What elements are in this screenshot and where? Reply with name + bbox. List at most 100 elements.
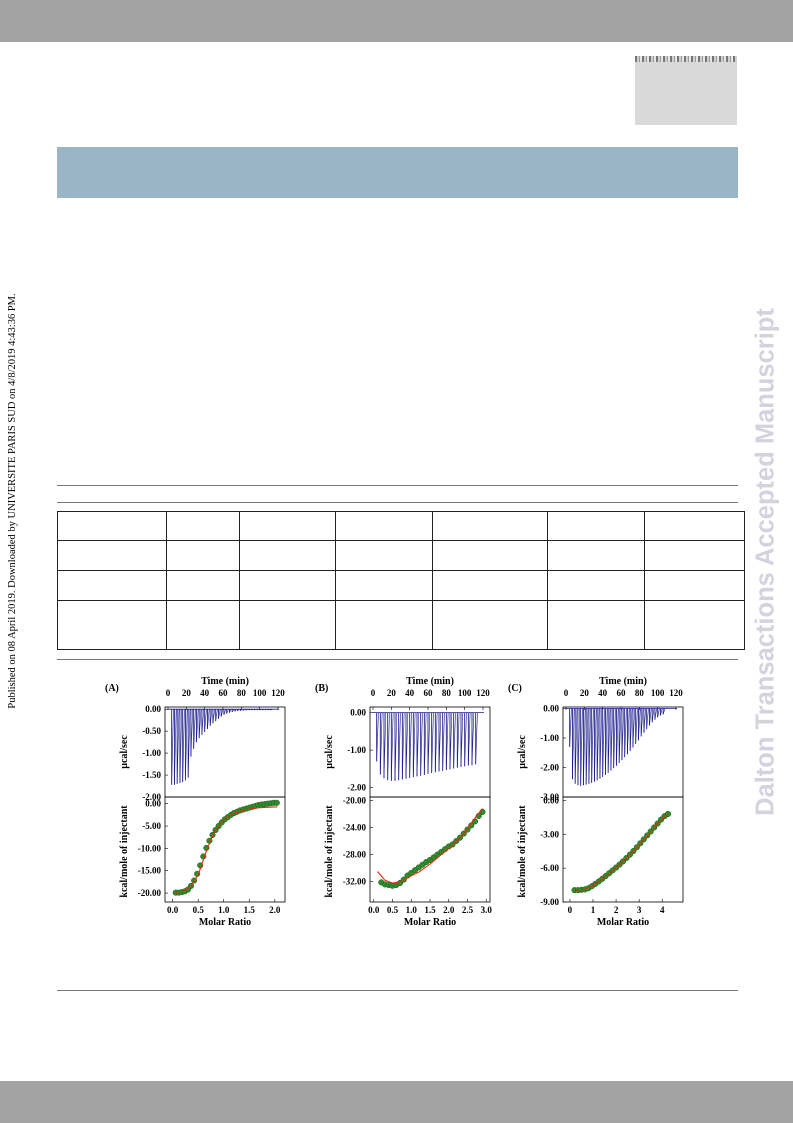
fit-curve — [377, 808, 483, 884]
top-y-tick-label: -2.00 — [347, 783, 366, 793]
table-cell — [432, 540, 548, 571]
injection-peak-tail — [182, 709, 185, 783]
bottom-y-tick-label: -24.00 — [343, 822, 367, 832]
bottom-y-axis-title: kcal/mole of injectant — [517, 805, 528, 898]
injection-peak-tail — [431, 712, 434, 774]
injection-peak-tail — [176, 709, 180, 784]
journal-vertical-title: Dalton Transactions Accepted Manuscript — [751, 308, 780, 816]
table-cell — [644, 511, 745, 541]
top-tick-label: 60 — [617, 688, 627, 698]
panel-label: (C) — [508, 683, 522, 694]
injection-peak-tail — [223, 709, 227, 715]
rule-table-bottom — [57, 659, 738, 660]
injection-peak-tail — [394, 712, 398, 781]
top-y-tick-label: -0.50 — [142, 726, 161, 736]
journal-logo-placeholder — [635, 56, 737, 125]
top-y-axis-title: µcal/sec — [324, 735, 335, 769]
injection-peak-tail — [185, 709, 188, 781]
bottom-x-tick-label: 2.5 — [462, 905, 474, 915]
injection-peak-tail — [640, 708, 644, 737]
data-point — [273, 799, 280, 806]
injection-peak-tail — [193, 709, 196, 749]
top-tick-label: 20 — [182, 688, 192, 698]
injection-peak-tail — [171, 709, 174, 785]
table-cell — [644, 600, 745, 650]
itc-figure: (A) Time (min) 0 20 40 60 80 100 120 0.00 -0.50 -1.… — [100, 670, 700, 937]
injection-peak-tail — [190, 709, 194, 757]
bottom-y-tick-label: -32.00 — [343, 877, 367, 887]
table-cell — [166, 570, 240, 601]
table-cell — [432, 570, 548, 601]
injection-peak-tail — [380, 712, 383, 775]
injection-peak-tail — [638, 708, 641, 741]
bottom-y-tick-label: -10.00 — [138, 843, 162, 853]
injection-peak-tail — [242, 708, 246, 711]
table-cell — [57, 570, 167, 601]
injection-peak-tail — [209, 709, 213, 726]
injection-peak-tail — [577, 708, 581, 786]
top-tick-label: 60 — [424, 688, 434, 698]
bottom-axis-title: Molar Ratio — [404, 917, 456, 928]
injection-peak-tail — [591, 708, 594, 783]
top-axis-title: Time (min) — [406, 676, 454, 687]
injection-peak-tail — [402, 712, 405, 780]
table-cell — [335, 511, 433, 541]
injection-peak-tail — [416, 712, 420, 777]
injection-peak-tail — [174, 709, 177, 785]
injection-peak-tail — [237, 708, 240, 712]
injection-peak-tail — [457, 712, 460, 768]
top-y-tick-label: 0.00 — [350, 708, 366, 718]
top-y-tick-label: -1.00 — [540, 733, 559, 743]
injection-peak-tail — [420, 712, 423, 776]
injection-peak-tail — [262, 708, 265, 711]
top-y-axis-title: µcal/sec — [517, 735, 528, 769]
top-tick-label: 100 — [651, 688, 665, 698]
top-tick-label: 100 — [458, 688, 472, 698]
top-y-tick-label: -3.00 — [540, 792, 559, 802]
injection-peak-tail — [629, 708, 633, 751]
bottom-plot-frame — [164, 796, 286, 903]
top-y-tick-label: -2.00 — [142, 792, 161, 802]
top-tick-label: 60 — [219, 688, 229, 698]
injection-peak-tail — [605, 708, 608, 775]
table-cell — [166, 540, 240, 571]
table-cell — [239, 540, 336, 571]
injection-peak-tail — [405, 712, 409, 779]
table-cell — [335, 600, 433, 650]
injection-peak-tail — [218, 709, 221, 719]
top-tick-label: 40 — [200, 688, 210, 698]
injection-peak-tail — [596, 708, 600, 781]
table-row — [57, 540, 745, 571]
top-y-tick-label: -1.50 — [142, 770, 161, 780]
injection-peak-tail — [226, 709, 229, 714]
bottom-x-tick-label: 2 — [614, 905, 619, 915]
injection-peak-tail — [660, 708, 663, 716]
bottom-plot-frame — [562, 796, 684, 903]
injection-peak-tail — [391, 712, 394, 781]
injection-peak-tail — [438, 712, 442, 772]
table-cell — [547, 570, 645, 601]
bottom-y-tick-label: -20.00 — [343, 795, 367, 805]
table-cell — [335, 540, 433, 571]
bottom-y-tick-label: -15.00 — [138, 866, 162, 876]
top-tick-label: 40 — [405, 688, 415, 698]
table-cell — [57, 511, 167, 541]
injection-peak-tail — [627, 708, 630, 755]
injection-peak-tail — [424, 712, 427, 775]
injection-peak-tail — [588, 708, 592, 784]
rule-figure-bottom — [57, 990, 738, 991]
injection-peak-tail — [207, 709, 210, 729]
bottom-x-tick-label: 0.5 — [387, 905, 399, 915]
injection-peak-tail — [254, 708, 257, 711]
injection-peak-tail — [453, 712, 456, 769]
rule-mid — [57, 502, 738, 503]
bottom-x-tick-label: 4 — [660, 905, 665, 915]
injection-peak-tail — [265, 708, 268, 711]
table-cell — [239, 570, 336, 601]
injection-peak-tail — [220, 709, 224, 717]
top-tick-label: 80 — [237, 688, 247, 698]
table-cell — [432, 600, 548, 650]
injection-peak-tail — [198, 709, 202, 739]
injection-peak-tail — [475, 712, 478, 765]
top-tick-label: 20 — [580, 688, 590, 698]
